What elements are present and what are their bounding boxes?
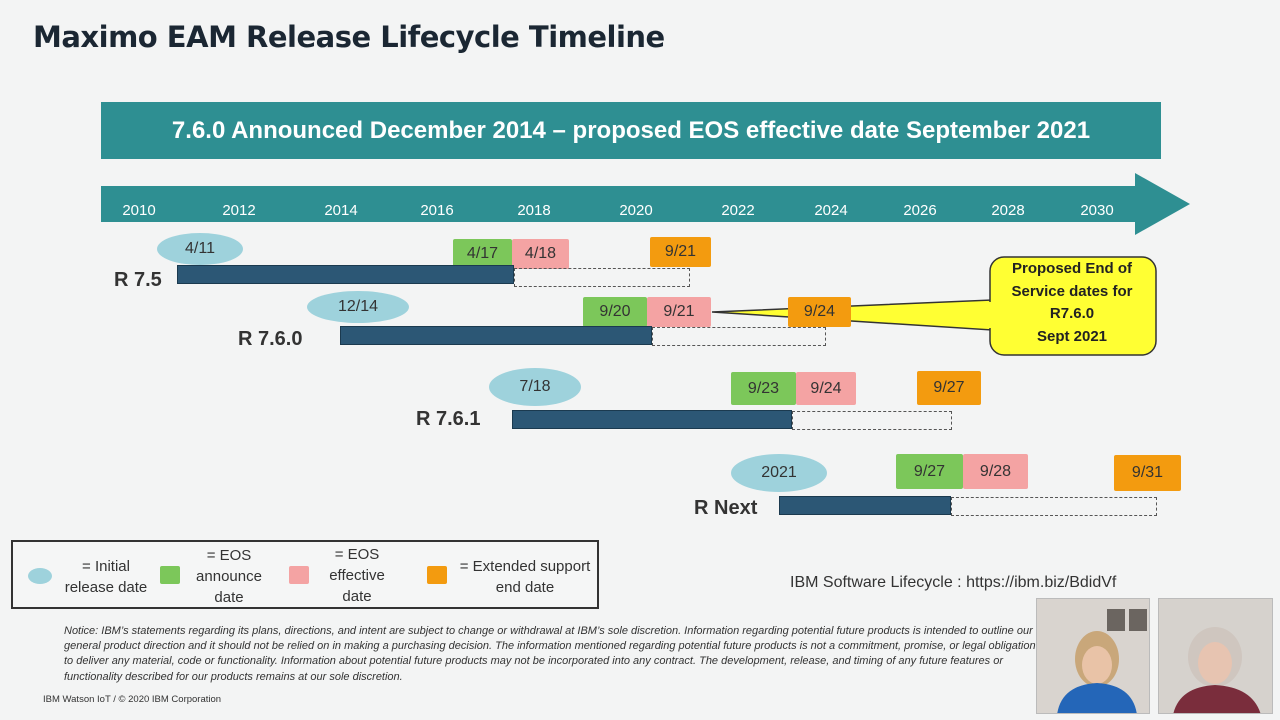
participant-avatar [1037, 599, 1149, 713]
extended-support-span [951, 497, 1157, 516]
slide-title: Maximo EAM Release Lifecycle Timeline [33, 20, 665, 54]
legend-extended-label: = Extended support end date [459, 558, 591, 596]
release-label: R 7.5 [114, 269, 162, 291]
eos-effective-box: 9/24 [796, 372, 856, 405]
support-bar [512, 410, 792, 429]
legend-initial-swatch [28, 568, 52, 584]
extended-support-box: 9/24 [788, 297, 851, 327]
legend: = Initial release date = EOS announce da… [11, 540, 599, 609]
support-bar [340, 326, 652, 345]
announcement-banner: 7.6.0 Announced December 2014 – proposed… [101, 102, 1161, 159]
extended-support-span [514, 268, 690, 287]
year-label: 2014 [324, 202, 357, 219]
eos-announce-box: 4/17 [453, 239, 512, 269]
support-bar [779, 496, 951, 515]
release-label: R Next [694, 497, 758, 519]
initial-release-oval: 4/11 [157, 233, 243, 265]
year-label: 2024 [814, 202, 847, 219]
extended-support-box: 9/21 [650, 237, 711, 267]
eos-effective-box: 9/21 [647, 297, 711, 327]
year-label: 2030 [1080, 202, 1113, 219]
year-label: 2012 [222, 202, 255, 219]
legend-initial-label: = Initial release date [64, 558, 148, 596]
participant-avatar [1159, 599, 1272, 713]
year-label: 2022 [721, 202, 754, 219]
year-label: 2018 [517, 202, 550, 219]
legend-effective-swatch [289, 566, 309, 584]
support-bar [177, 265, 514, 284]
extended-support-span [652, 327, 826, 346]
year-label: 2026 [903, 202, 936, 219]
year-label: 2028 [991, 202, 1024, 219]
initial-release-oval: 2021 [731, 454, 827, 492]
release-label: R 7.6.0 [238, 328, 303, 350]
participant-video-2[interactable] [1158, 598, 1273, 714]
extended-support-box: 9/31 [1114, 455, 1181, 491]
legend-announce-swatch [160, 566, 180, 584]
year-label: 2016 [420, 202, 453, 219]
timeline-arrow [101, 173, 1190, 235]
eos-announce-box: 9/20 [583, 297, 647, 327]
eos-callout: Proposed End of Service dates for R7.6.0… [1011, 260, 1133, 345]
notice-text: Notice: IBM’s statements regarding its p… [64, 625, 1036, 683]
lifecycle-link[interactable]: IBM Software Lifecycle : https://ibm.biz… [790, 574, 1117, 591]
release-label: R 7.6.1 [416, 408, 481, 430]
year-label: 2020 [619, 202, 652, 219]
footer-copyright: IBM Watson IoT / © 2020 IBM Corporation [43, 694, 222, 705]
eos-announce-box: 9/23 [731, 372, 796, 405]
legend-effective-label: = EOS effective date [329, 546, 385, 605]
callout-pointer [711, 299, 993, 331]
participant-video-1[interactable] [1036, 598, 1150, 714]
legend-extended-swatch [427, 566, 447, 584]
legend-announce-label: = EOS announce date [196, 547, 262, 606]
initial-release-oval: 7/18 [489, 368, 581, 406]
extended-support-span [792, 411, 952, 430]
eos-effective-box: 4/18 [512, 239, 569, 269]
initial-release-oval: 12/14 [307, 291, 409, 323]
year-label: 2010 [122, 202, 155, 219]
eos-announce-box: 9/27 [896, 454, 963, 489]
eos-effective-box: 9/28 [963, 454, 1028, 489]
extended-support-box: 9/27 [917, 371, 981, 405]
